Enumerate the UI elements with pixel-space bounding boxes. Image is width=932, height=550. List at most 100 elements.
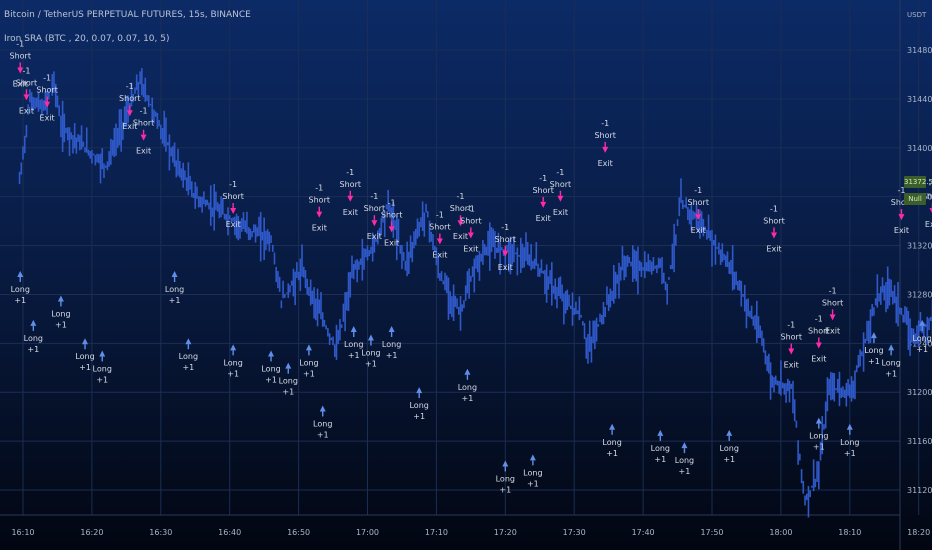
short-label: Short — [222, 192, 243, 201]
short-qty-label: -1 — [315, 184, 323, 193]
exit-label: Exit — [536, 214, 551, 223]
short-qty-label: -1 — [140, 107, 148, 116]
x-tick-label: 17:30 — [563, 528, 586, 537]
exit-label: Exit — [811, 354, 826, 363]
long-arrow — [17, 271, 24, 277]
exit-label: Exit — [598, 159, 613, 168]
long-arrow — [82, 338, 89, 345]
y-tick-label: 31400.0 — [907, 144, 932, 153]
short-arrow — [44, 101, 51, 108]
y-tick-label: 31480.0 — [907, 46, 932, 55]
long-label: Long — [279, 377, 298, 386]
long-arrow — [888, 344, 895, 351]
short-arrow — [540, 201, 547, 208]
short-qty-label: -1 — [556, 168, 564, 177]
long-qty-label: +1 — [365, 360, 377, 369]
long-label: Long — [881, 358, 900, 367]
exit-label: Exit — [894, 226, 909, 235]
long-qty-label: +1 — [96, 375, 108, 384]
long-arrow — [319, 405, 326, 412]
short-arrow — [316, 211, 323, 218]
exit-label: Exit — [925, 220, 932, 229]
short-label: Short — [309, 196, 330, 205]
long-arrow — [57, 295, 64, 302]
long-arrow — [870, 332, 877, 339]
long-label: Long — [496, 474, 515, 483]
short-qty-label: -1 — [43, 74, 51, 83]
long-label: Long — [840, 438, 859, 447]
long-arrow — [529, 454, 536, 461]
long-qty-label: +1 — [462, 394, 474, 403]
exit-label: Exit — [13, 79, 28, 88]
long-qty-label: +1 — [654, 455, 666, 464]
long-label: Long — [382, 340, 401, 349]
long-label: Long — [179, 352, 198, 361]
long-qty-label: +1 — [679, 467, 691, 476]
long-arrow — [609, 423, 616, 430]
short-arrow — [771, 232, 778, 239]
exit-label: Exit — [136, 147, 151, 156]
short-label: Short — [550, 180, 571, 189]
short-label: Short — [10, 51, 31, 60]
short-label: Short — [808, 326, 829, 335]
exit-label: Exit — [367, 232, 382, 241]
long-arrow — [285, 362, 292, 369]
long-qty-label: +1 — [265, 375, 277, 384]
long-qty-label: +1 — [723, 455, 735, 464]
long-arrow — [268, 350, 275, 357]
short-qty-label: -1 — [539, 174, 547, 183]
long-arrow — [657, 429, 664, 436]
short-label: Short — [16, 78, 37, 87]
long-qty-label: +1 — [813, 443, 825, 452]
x-tick-label: 18:10 — [838, 528, 861, 537]
short-label: Short — [340, 180, 361, 189]
long-qty-label: +1 — [182, 363, 194, 372]
long-arrow — [30, 319, 37, 326]
short-arrow — [140, 134, 147, 141]
exit-label: Exit — [553, 208, 568, 217]
short-label: Short — [381, 210, 402, 219]
signal-annotations: -1ShortExit-1ShortExit-1ShortExit-1Short… — [10, 39, 932, 494]
short-label: Short — [495, 235, 516, 244]
short-qty-label: -1 — [229, 180, 237, 189]
long-label: Long — [165, 285, 184, 294]
short-label: Short — [532, 186, 553, 195]
short-qty-label: -1 — [829, 286, 837, 295]
short-label: Short — [781, 333, 802, 342]
short-label: Short — [891, 198, 912, 207]
short-label: Short — [119, 94, 140, 103]
x-tick-label: 17:50 — [700, 528, 723, 537]
long-arrow — [815, 417, 822, 424]
short-qty-label: -1 — [897, 186, 905, 195]
exit-label: Exit — [226, 220, 241, 229]
long-label: Long — [75, 352, 94, 361]
long-label: Long — [809, 432, 828, 441]
exit-label: Exit — [312, 224, 327, 233]
long-label: Long — [720, 444, 739, 453]
x-tick-label: 16:40 — [218, 528, 241, 537]
long-label: Long — [299, 358, 318, 367]
short-qty-label: -1 — [501, 223, 509, 232]
long-qty-label: +1 — [317, 430, 329, 439]
long-label: Long — [361, 349, 380, 358]
long-arrow — [846, 423, 853, 430]
short-arrow — [371, 220, 378, 227]
short-label: Short — [450, 204, 471, 213]
x-tick-label: 17:40 — [632, 528, 655, 537]
long-label: Long — [864, 346, 883, 355]
y-tick-label: 31440.0 — [907, 95, 932, 104]
short-qty-label: -1 — [388, 198, 396, 207]
short-label: Short — [429, 223, 450, 232]
short-arrow — [388, 226, 395, 233]
indicator-legend[interactable]: Iron SRA (BTC , 20, 0.07, 0.07, 10, 5) — [4, 34, 170, 44]
exit-label: Exit — [432, 251, 447, 260]
long-label: Long — [261, 364, 280, 373]
x-tick-label: 17:20 — [494, 528, 517, 537]
short-arrow — [436, 238, 443, 245]
long-label: Long — [11, 285, 30, 294]
long-arrow — [305, 344, 312, 351]
exit-label: Exit — [40, 114, 55, 123]
long-label: Long — [223, 358, 242, 367]
